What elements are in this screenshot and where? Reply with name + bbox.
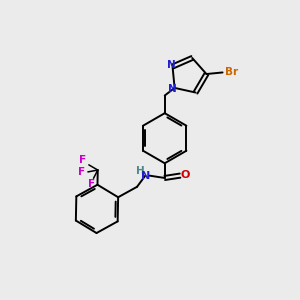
- Text: F: F: [80, 155, 87, 165]
- Text: F: F: [88, 179, 95, 190]
- Text: N: N: [141, 171, 150, 181]
- Text: N: N: [168, 83, 177, 94]
- Text: O: O: [180, 170, 190, 180]
- Text: F: F: [78, 167, 85, 177]
- Text: Br: Br: [225, 68, 238, 77]
- Text: N: N: [167, 60, 176, 70]
- Text: H: H: [136, 167, 145, 176]
